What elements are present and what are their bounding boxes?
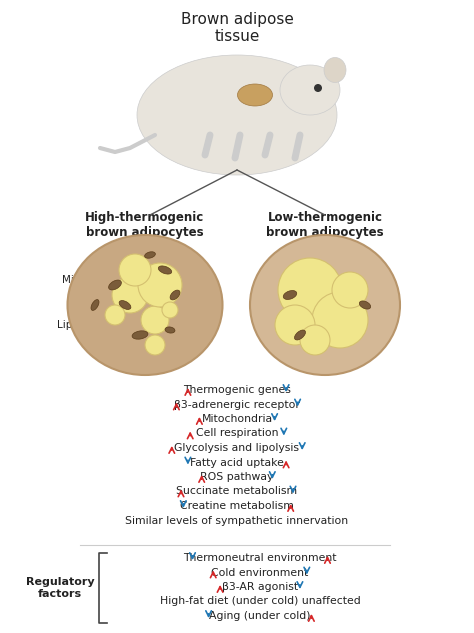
Circle shape bbox=[162, 302, 178, 318]
Ellipse shape bbox=[137, 55, 337, 175]
Text: (Adipoqlo): (Adipoqlo) bbox=[296, 243, 354, 253]
Text: High-thermogenic
brown adipocytes: High-thermogenic brown adipocytes bbox=[85, 211, 205, 239]
Text: Brown adipose
tissue: Brown adipose tissue bbox=[181, 12, 293, 44]
Text: Glycolysis and lipolysis: Glycolysis and lipolysis bbox=[174, 443, 300, 453]
Ellipse shape bbox=[145, 252, 155, 258]
Text: Creatine metabolism: Creatine metabolism bbox=[180, 501, 294, 511]
Ellipse shape bbox=[91, 299, 99, 310]
Circle shape bbox=[119, 254, 151, 286]
Text: Similar levels of sympathetic innervation: Similar levels of sympathetic innervatio… bbox=[126, 515, 348, 525]
Ellipse shape bbox=[283, 291, 297, 299]
Ellipse shape bbox=[67, 235, 222, 375]
Text: β3-AR agonist: β3-AR agonist bbox=[222, 582, 298, 592]
Text: Thermogenic genes: Thermogenic genes bbox=[183, 385, 291, 395]
Circle shape bbox=[145, 335, 165, 355]
Ellipse shape bbox=[132, 331, 148, 339]
Text: Succinate metabolism: Succinate metabolism bbox=[176, 487, 298, 496]
Ellipse shape bbox=[237, 84, 273, 106]
Circle shape bbox=[138, 263, 182, 307]
Ellipse shape bbox=[280, 65, 340, 115]
Ellipse shape bbox=[250, 235, 400, 375]
Circle shape bbox=[275, 305, 315, 345]
Ellipse shape bbox=[294, 330, 305, 340]
Text: Mitochondria: Mitochondria bbox=[201, 414, 273, 424]
Text: Low-thermogenic
brown adipocytes: Low-thermogenic brown adipocytes bbox=[266, 211, 384, 239]
Circle shape bbox=[105, 305, 125, 325]
Text: High-fat diet (under cold) unaffected: High-fat diet (under cold) unaffected bbox=[160, 596, 360, 606]
Circle shape bbox=[278, 258, 342, 322]
Text: Cold environment: Cold environment bbox=[211, 568, 309, 577]
Ellipse shape bbox=[324, 58, 346, 82]
Text: Thermoneutral environment: Thermoneutral environment bbox=[183, 553, 337, 563]
Text: Mitochondrion: Mitochondrion bbox=[62, 275, 137, 285]
Ellipse shape bbox=[109, 280, 121, 290]
Text: (Adipoqhi): (Adipoqhi) bbox=[116, 243, 174, 253]
Circle shape bbox=[314, 84, 322, 92]
Ellipse shape bbox=[158, 266, 172, 274]
Text: Aging (under cold): Aging (under cold) bbox=[209, 611, 311, 621]
Circle shape bbox=[141, 306, 169, 334]
Circle shape bbox=[300, 325, 330, 355]
Ellipse shape bbox=[165, 327, 175, 333]
Circle shape bbox=[112, 277, 148, 313]
Circle shape bbox=[312, 292, 368, 348]
Text: Cell respiration: Cell respiration bbox=[196, 429, 278, 439]
Text: Fatty acid uptake: Fatty acid uptake bbox=[190, 458, 284, 468]
Ellipse shape bbox=[170, 290, 180, 300]
Text: Regulatory
factors: Regulatory factors bbox=[26, 577, 94, 599]
Ellipse shape bbox=[119, 301, 131, 310]
Text: Lipid droplet: Lipid droplet bbox=[57, 320, 122, 330]
Text: β3-adrenergic receptor: β3-adrenergic receptor bbox=[174, 399, 300, 410]
Ellipse shape bbox=[359, 301, 371, 309]
Circle shape bbox=[332, 272, 368, 308]
Text: ROS pathway: ROS pathway bbox=[201, 472, 273, 482]
